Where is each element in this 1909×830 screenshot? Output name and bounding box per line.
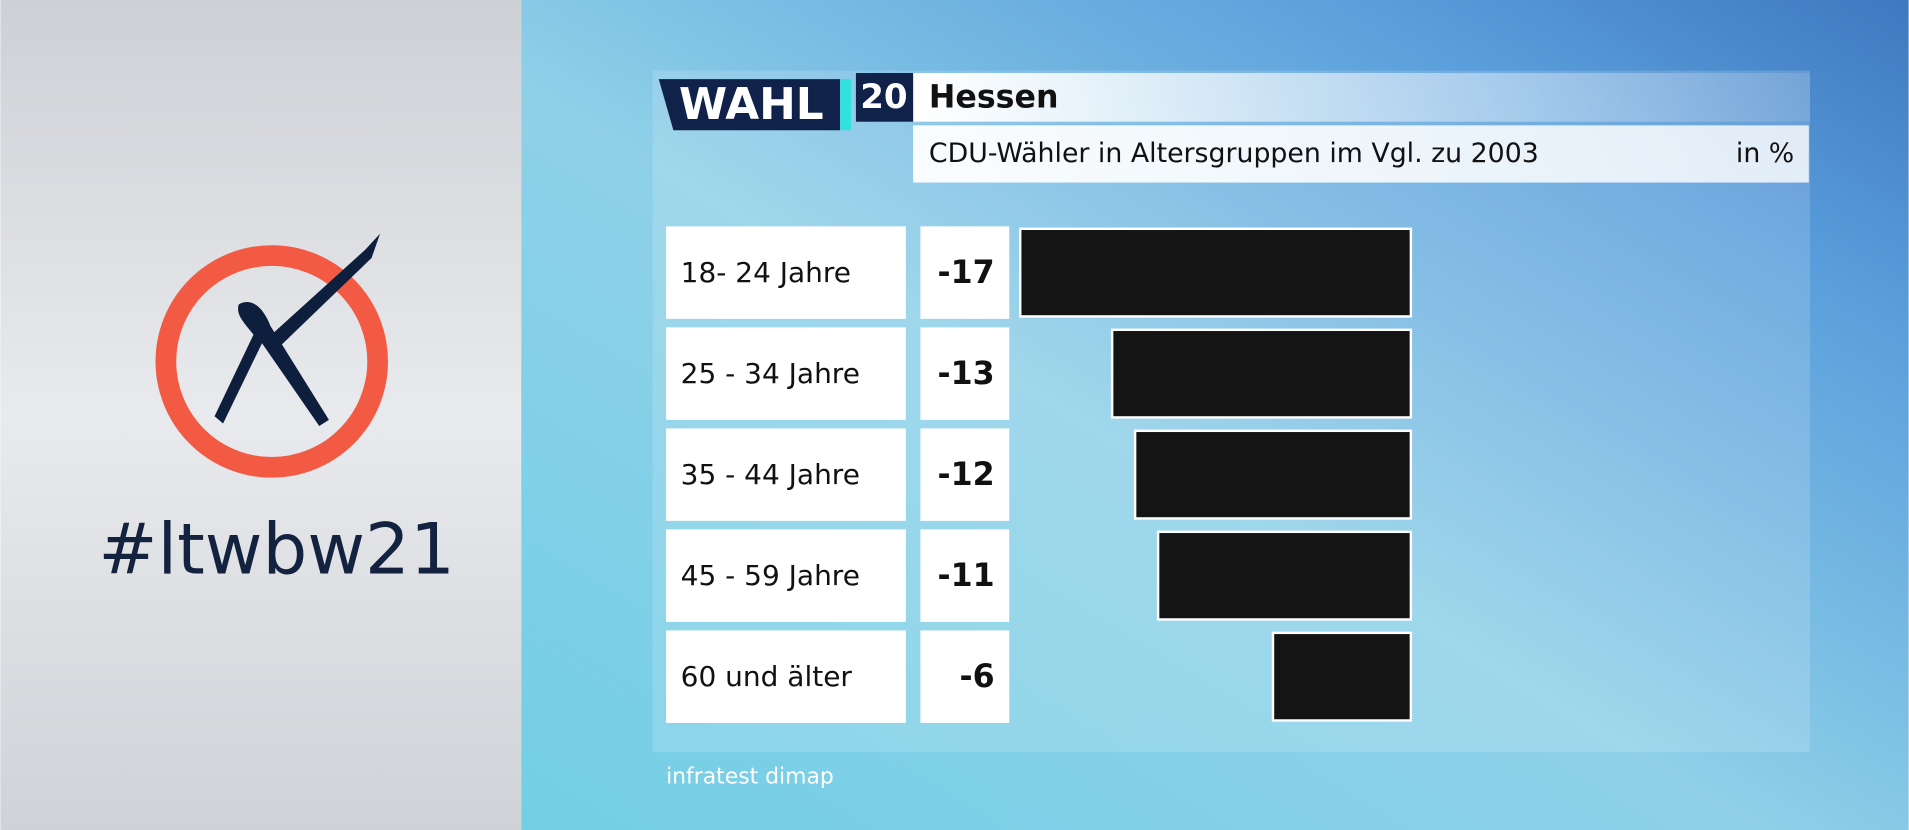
logo-box: [658, 79, 841, 131]
logo-number-box: [855, 73, 914, 122]
category-label: 45 - 59 Jahre: [681, 559, 860, 592]
label-box: [666, 529, 906, 622]
bar: [1110, 328, 1413, 419]
value-box: [920, 630, 1010, 723]
bar: [1019, 227, 1413, 318]
chart-subtitle: CDU-Wähler in Altersgruppen im Vgl. zu 2…: [929, 138, 1539, 169]
category-label: 25 - 34 Jahre: [681, 357, 860, 390]
value-box: [920, 327, 1010, 420]
value-box: [920, 428, 1010, 521]
label-box: [666, 630, 906, 723]
ballot-cross: [214, 233, 381, 426]
subtitle-bar: [913, 125, 1809, 183]
value-label: -17: [938, 255, 995, 291]
label-box: [666, 428, 906, 521]
value-label: -13: [938, 356, 995, 392]
source: infratest dimap: [666, 765, 834, 790]
bar: [1271, 631, 1413, 722]
category-label: 60 und älter: [681, 660, 853, 693]
category-label: 35 - 44 Jahre: [681, 458, 860, 491]
bar: [1156, 530, 1413, 621]
value-label: -6: [960, 659, 995, 695]
bar: [1133, 429, 1413, 520]
value-box: [920, 529, 1010, 622]
label-box: [666, 226, 906, 319]
value-label: -12: [938, 457, 995, 493]
value-box: [920, 226, 1010, 319]
logo-stripe: [840, 79, 852, 131]
logo-number: 20: [860, 77, 907, 117]
category-label: 18- 24 Jahre: [681, 256, 851, 289]
title-bar: [913, 73, 1811, 122]
hashtag: #ltwbw21: [98, 507, 454, 590]
logo-word: WAHL: [679, 79, 824, 130]
label-box: [666, 327, 906, 420]
left-panel: [0, 0, 522, 830]
unit-label: in %: [1736, 138, 1794, 169]
chart-title: Hessen: [929, 80, 1059, 116]
ballot-circle: [155, 245, 388, 478]
value-label: -11: [938, 558, 995, 594]
